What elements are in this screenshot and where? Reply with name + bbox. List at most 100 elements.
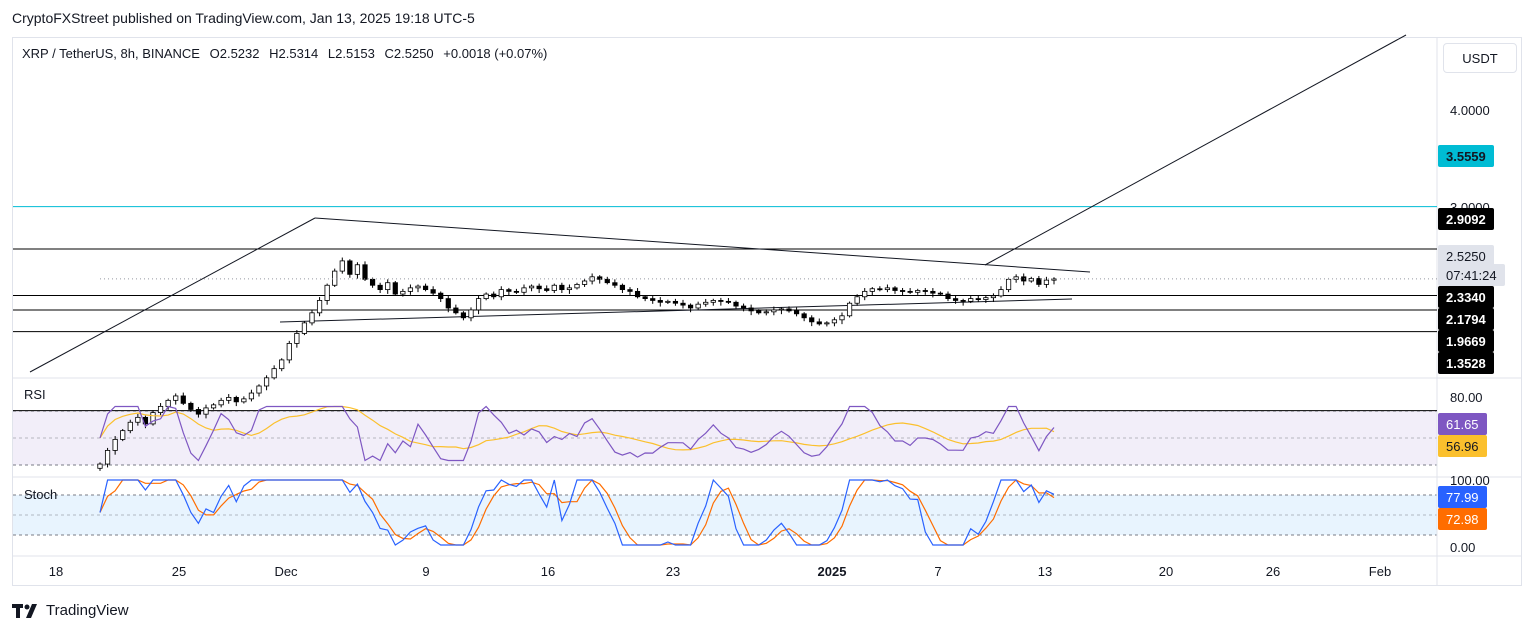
tag-rsi-value: 61.65: [1438, 413, 1487, 435]
candle-body: [551, 284, 557, 291]
candle-body: [566, 287, 573, 291]
candle-body: [604, 278, 610, 284]
candle-body: [581, 280, 588, 285]
candle-body: [226, 396, 232, 401]
rsi-label[interactable]: RSI: [24, 387, 46, 402]
candle-body: [574, 284, 580, 289]
candle-body: [377, 284, 383, 291]
candle-body: [332, 270, 338, 286]
candle-body: [536, 285, 542, 290]
tag-level-2: 2.3340: [1438, 286, 1494, 308]
candle-body: [521, 287, 527, 293]
rsi-tick-80: 80.00: [1450, 390, 1483, 405]
candle-body: [453, 307, 459, 314]
candle-body: [1036, 278, 1042, 285]
tag-countdown: 07:41:24: [1438, 264, 1505, 286]
candle-body: [354, 264, 361, 275]
candle-body: [491, 293, 497, 298]
footer-brand[interactable]: TradingView: [12, 602, 129, 619]
candle-body: [120, 430, 126, 440]
candle-body: [695, 303, 701, 309]
candle-body: [294, 333, 300, 344]
ohlc-high: H2.5314: [269, 46, 319, 61]
ohlc-open: O2.5232: [209, 46, 260, 61]
candle-body: [771, 309, 777, 313]
candle-body: [165, 399, 171, 407]
candle-body: [657, 300, 663, 303]
candle-body: [422, 285, 429, 291]
candle-body: [475, 298, 482, 311]
candle-body: [218, 399, 224, 406]
candle-body: [892, 287, 898, 291]
candle-body: [778, 308, 785, 311]
candle-body: [513, 290, 520, 293]
candle-body: [544, 288, 550, 291]
stoch-label[interactable]: Stoch: [24, 487, 58, 502]
candle-body: [445, 298, 451, 309]
symbol-name[interactable]: XRP / TetherUS, 8h, BINANCE: [22, 46, 200, 61]
candle-body: [627, 289, 633, 292]
projection-line: [984, 34, 1407, 266]
x-label: 23: [665, 564, 681, 579]
candle-body: [362, 264, 368, 280]
candle-body: [975, 298, 981, 300]
candle-body: [430, 289, 436, 294]
candle-body: [650, 298, 656, 301]
candle-body: [1021, 276, 1027, 282]
candle-body: [415, 285, 421, 289]
candle-body: [642, 296, 648, 299]
candle-body: [203, 407, 209, 415]
candle-body: [824, 322, 830, 325]
ohlc-change: +0.0018 (+0.07%): [443, 46, 548, 61]
candle-body: [347, 260, 353, 275]
candle-body: [922, 290, 928, 292]
x-label: 25: [171, 564, 187, 579]
candle-body: [786, 308, 792, 312]
candle-body: [756, 310, 762, 314]
candle-body: [801, 313, 807, 319]
candle-body: [195, 409, 202, 415]
candle-body: [173, 395, 179, 401]
candle-body: [316, 300, 323, 314]
candle-body: [271, 368, 277, 379]
candle-body: [309, 312, 315, 324]
stoch-tick-0: 0.00: [1450, 540, 1476, 555]
candle-body: [597, 276, 603, 280]
candle-body: [1043, 279, 1050, 285]
symbol-header: XRP / TetherUS, 8h, BINANCE O2.5232 H2.5…: [22, 46, 553, 61]
rising-trendline: [29, 217, 316, 373]
candle-body: [369, 278, 376, 286]
candle-body: [793, 310, 800, 315]
candle-body: [937, 292, 944, 295]
candle-body: [150, 412, 156, 425]
candle-body: [763, 311, 769, 314]
ohlc-close: C2.5250: [384, 46, 434, 61]
candle-body: [612, 282, 618, 286]
currency-button[interactable]: USDT: [1443, 43, 1517, 73]
candle-body: [498, 289, 504, 298]
candle-body: [733, 301, 739, 307]
candle-body: [899, 290, 906, 292]
candle-body: [862, 290, 868, 298]
rsi-band: [13, 411, 1437, 465]
candle-body: [672, 300, 679, 304]
candle-body: [210, 404, 217, 409]
candle-body: [241, 398, 247, 403]
candle-body: [665, 300, 671, 303]
x-label: 20: [1158, 564, 1174, 579]
x-label: 18: [48, 564, 64, 579]
tag-stoch-d: 72.98: [1438, 508, 1487, 530]
tag-current-price: 2.5250: [1438, 245, 1494, 267]
candle-body: [619, 284, 626, 291]
stoch-tick-100: 100.00: [1450, 473, 1490, 488]
candle-body: [279, 359, 285, 370]
candle-body: [188, 402, 194, 410]
tag-stoch-k: 77.99: [1438, 486, 1487, 508]
candle-body: [831, 319, 838, 324]
x-label: Dec: [274, 564, 298, 579]
candle-body: [157, 405, 164, 413]
candle-body: [483, 293, 489, 299]
candle-body: [748, 307, 754, 312]
x-label: 16: [540, 564, 556, 579]
